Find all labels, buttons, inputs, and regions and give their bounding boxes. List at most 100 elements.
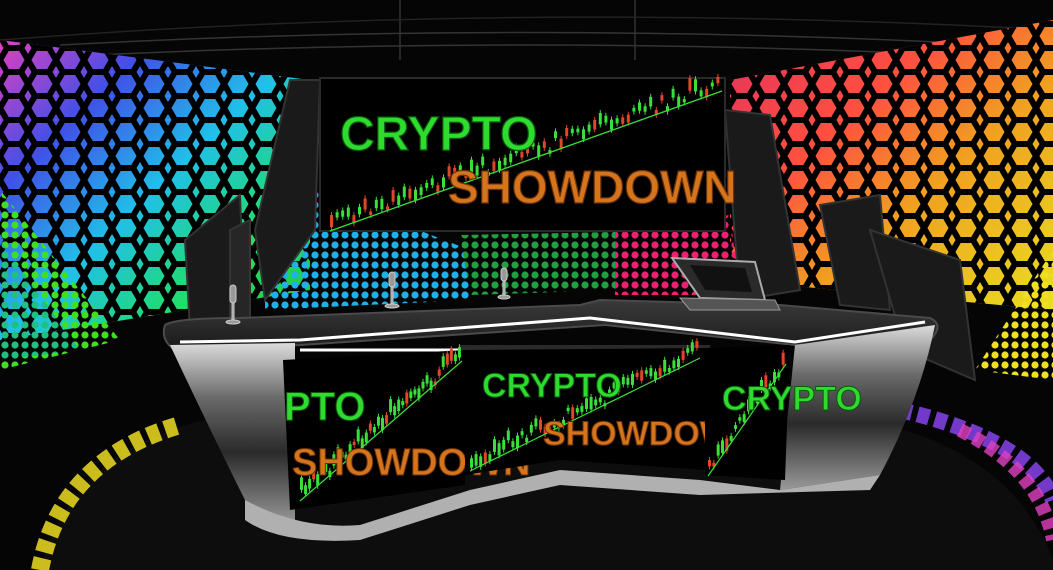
candle <box>340 451 344 458</box>
candle <box>671 88 675 98</box>
candle <box>386 206 389 210</box>
candle <box>324 460 328 472</box>
microphone-icon <box>497 267 511 300</box>
candle <box>511 441 515 448</box>
candle <box>610 119 613 130</box>
candle <box>690 342 694 352</box>
candle <box>576 128 580 133</box>
candle <box>658 368 662 377</box>
candle <box>667 367 671 372</box>
desk-right-title-crypto: CRYPTO <box>722 380 862 418</box>
candle <box>734 425 737 429</box>
candle <box>621 376 625 385</box>
candle <box>402 186 406 198</box>
candle <box>529 424 533 433</box>
candle <box>688 78 692 91</box>
candle <box>414 189 417 201</box>
candle <box>695 341 699 348</box>
right-dot-panel <box>975 250 1053 380</box>
candle <box>747 399 750 412</box>
candle <box>308 478 312 489</box>
candle <box>497 443 501 456</box>
candle <box>699 90 703 97</box>
candle <box>475 165 479 176</box>
candle <box>492 161 496 171</box>
candle <box>320 461 324 473</box>
candle <box>631 373 634 385</box>
candle <box>425 375 429 384</box>
candle <box>716 76 720 84</box>
candle <box>755 399 759 404</box>
candle <box>712 462 716 467</box>
candle <box>336 447 340 458</box>
candle <box>570 128 574 134</box>
candle <box>525 437 529 443</box>
candle <box>304 485 308 495</box>
candle <box>381 418 384 431</box>
main-screen-title-crypto: CRYPTO <box>340 108 537 161</box>
candle <box>654 109 658 115</box>
candle <box>374 199 378 209</box>
candle <box>470 159 473 173</box>
candle <box>593 119 597 130</box>
candle <box>356 429 360 442</box>
candle <box>686 348 690 353</box>
candle <box>672 360 676 369</box>
candle <box>643 106 647 112</box>
candle <box>571 407 575 419</box>
candle <box>640 370 644 381</box>
candle <box>520 431 524 436</box>
candle <box>470 458 473 468</box>
candle <box>725 438 729 451</box>
candle <box>598 113 602 125</box>
candle <box>649 96 653 107</box>
laptop-icon <box>670 256 781 311</box>
candle <box>526 143 529 154</box>
candle <box>481 156 485 166</box>
candle <box>352 215 356 224</box>
candle <box>372 427 376 433</box>
candle <box>346 207 350 217</box>
candle <box>385 415 389 424</box>
candle <box>391 190 395 202</box>
candle <box>705 88 709 98</box>
candle <box>483 452 487 464</box>
candle <box>708 460 711 467</box>
candle <box>352 441 356 445</box>
candle <box>520 151 524 158</box>
candle <box>458 165 462 173</box>
candle <box>437 369 441 376</box>
candle <box>738 417 742 421</box>
candle <box>681 350 685 360</box>
candle <box>425 182 429 188</box>
candle <box>548 426 552 432</box>
candle <box>768 383 772 388</box>
candle <box>552 422 556 428</box>
desk-screen-right: CRYPTO <box>705 345 862 480</box>
candle <box>666 106 669 112</box>
candle <box>393 406 397 416</box>
candle <box>594 399 598 406</box>
right-hex-wall <box>730 20 1053 310</box>
candle <box>612 382 616 389</box>
candle <box>457 347 461 358</box>
candle <box>358 206 361 215</box>
candle <box>781 352 785 365</box>
candle <box>632 107 636 112</box>
candle <box>447 166 451 177</box>
candle <box>626 114 630 123</box>
candle <box>488 454 492 462</box>
candle <box>677 96 681 107</box>
candle <box>449 349 453 361</box>
candle <box>554 131 557 139</box>
candle <box>694 79 697 92</box>
candle <box>401 401 405 406</box>
candle <box>316 474 320 486</box>
candle <box>729 436 733 441</box>
candle <box>682 99 686 103</box>
candle <box>621 117 625 124</box>
candle <box>441 356 445 367</box>
candle <box>716 444 720 456</box>
desk-screen-left: PTO SHOWDOWN <box>283 344 531 510</box>
candle <box>328 470 332 478</box>
